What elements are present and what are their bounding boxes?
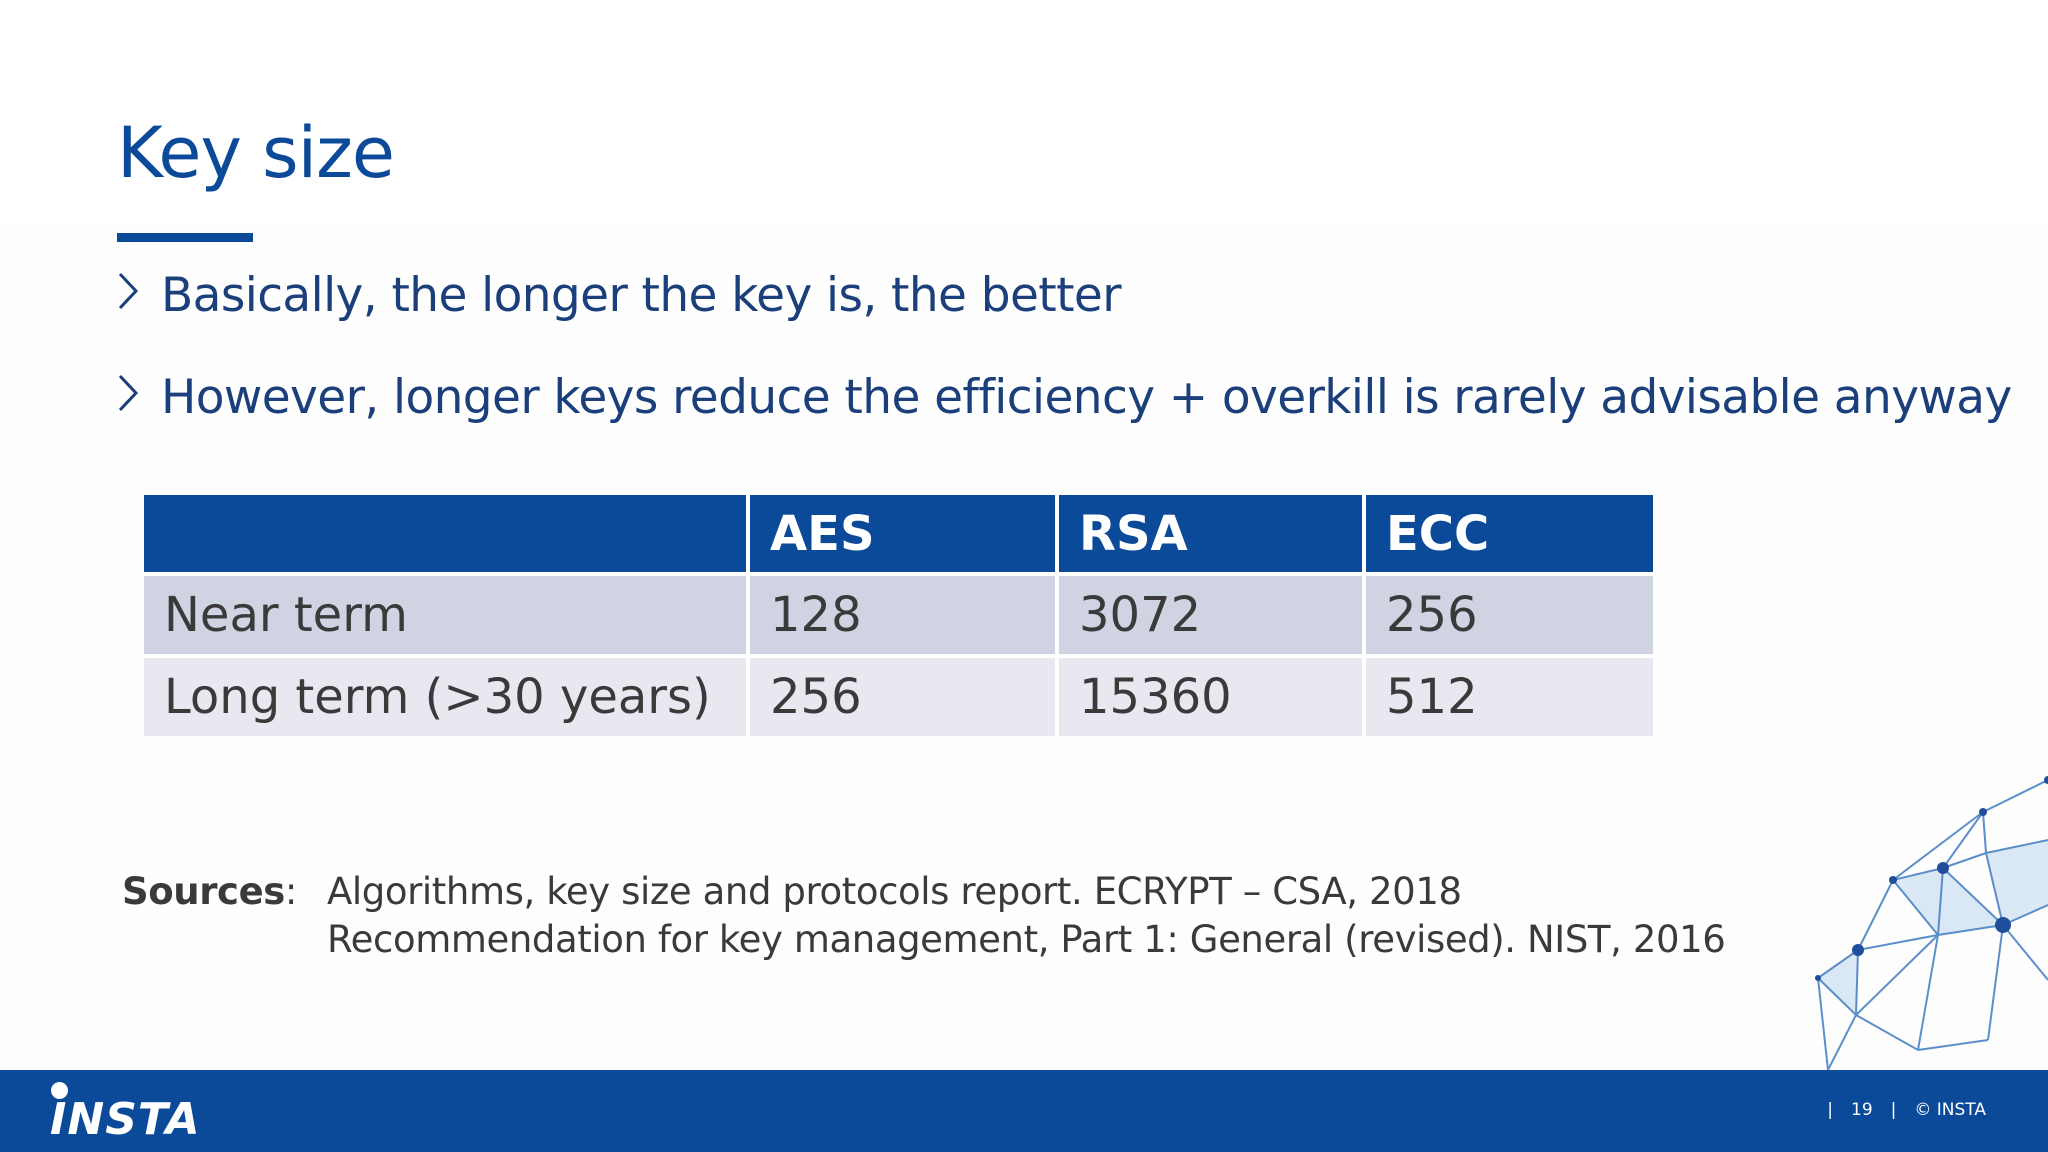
row-label-cell: Near term (144, 576, 746, 654)
table-row: Long term (>30 years) 256 15360 512 (144, 658, 1653, 736)
aes-cell: 128 (750, 576, 1055, 654)
geodesic-globe-decoration (1815, 776, 2048, 1070)
aes-cell: 256 (750, 658, 1055, 736)
source-item: Algorithms, key size and protocols repor… (327, 870, 1462, 913)
title-underline (117, 233, 253, 242)
key-size-table: AES RSA ECC Near term 128 3072 256 Long … (140, 491, 1657, 740)
footer-meta: | 19 | © INSTA (1827, 1100, 1986, 1120)
chevron-right-icon (115, 370, 151, 425)
page-number: 19 (1851, 1100, 1873, 1120)
bullet-text: However, longer keys reduce the efficien… (161, 370, 2012, 425)
insta-logo: INSTA (50, 1082, 201, 1142)
table-header-row: AES RSA ECC (144, 495, 1653, 572)
ecc-cell: 512 (1366, 658, 1653, 736)
column-header-aes: AES (750, 495, 1055, 572)
copyright-text: © INSTA (1914, 1100, 1986, 1120)
table-row: Near term 128 3072 256 (144, 576, 1653, 654)
logo-text: INSTA (50, 1094, 201, 1145)
footer-divider: | (1827, 1100, 1833, 1120)
chevron-right-icon (115, 268, 151, 323)
footer-divider: | (1890, 1100, 1897, 1120)
column-header-ecc: ECC (1366, 495, 1653, 572)
logo-dot (51, 1082, 68, 1099)
sources-label: Sources: (122, 870, 297, 913)
row-label-cell: Long term (>30 years) (144, 658, 746, 736)
column-header-rsa: RSA (1059, 495, 1362, 572)
slide-title: Key size (117, 112, 395, 194)
bullet-text: Basically, the longer the key is, the be… (161, 268, 1122, 323)
source-item: Recommendation for key management, Part … (327, 918, 1726, 961)
footer-bar: INSTA | 19 | © INSTA (0, 1070, 2048, 1152)
ecc-cell: 256 (1366, 576, 1653, 654)
rsa-cell: 15360 (1059, 658, 1362, 736)
sources-list: Algorithms, key size and protocols repor… (327, 868, 1726, 964)
column-header-empty (144, 495, 746, 572)
bullet-item: Basically, the longer the key is, the be… (115, 268, 1122, 323)
bullet-item: However, longer keys reduce the efficien… (115, 370, 2012, 425)
rsa-cell: 3072 (1059, 576, 1362, 654)
